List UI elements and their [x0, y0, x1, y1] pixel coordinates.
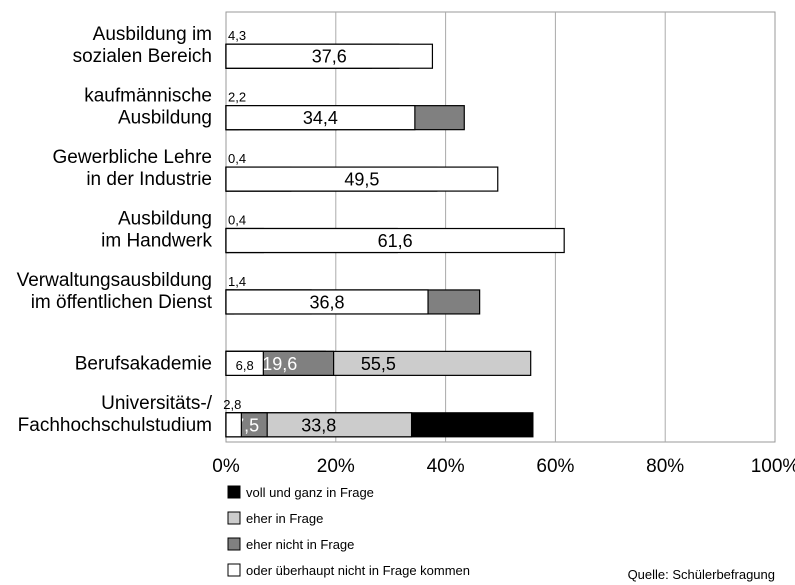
bar-segment [225, 43, 434, 69]
data-label: 4,3 [228, 28, 246, 43]
category-label: Berufsakademie [75, 353, 212, 374]
data-label: 2,8 [223, 397, 241, 412]
category-label: kaufmännische [84, 86, 212, 107]
x-tick-label: 0% [212, 456, 240, 477]
bar-segment [225, 350, 264, 376]
data-label: 33,8 [301, 415, 336, 435]
legend-label: eher in Frage [246, 511, 323, 526]
category-label: Ausbildung im [93, 24, 212, 45]
data-label: 34,4 [303, 108, 338, 128]
bar-segment [225, 105, 416, 131]
legend-swatch [227, 563, 241, 577]
bar-segment [225, 166, 499, 192]
category-label: Verwaltungsausbildung [17, 270, 212, 291]
category-label: Fachhochschulstudium [18, 415, 212, 436]
category-label: Universitäts-/ [101, 393, 213, 414]
legend-label: eher nicht in Frage [246, 537, 354, 552]
data-label: 55,5 [361, 354, 396, 374]
bar-segment [225, 289, 429, 315]
x-axis-ticks: 0% 20% 40% 60% 80% 100% [212, 456, 795, 477]
legend: voll und ganz in Frage eher in Frage eher … [227, 485, 470, 578]
x-tick-label: 20% [317, 456, 355, 477]
data-label: 49,5 [344, 170, 379, 190]
bar-segment [225, 412, 242, 438]
category-label: in der Industrie [86, 169, 212, 190]
legend-swatch [227, 485, 241, 499]
grid [225, 11, 776, 443]
data-label: 6,8 [236, 358, 254, 373]
x-tick-label: 100% [751, 456, 795, 477]
legend-label: voll und ganz in Frage [246, 485, 374, 500]
category-label: im Handwerk [101, 231, 212, 252]
bar-segment [225, 227, 565, 254]
category-label: Ausbildung [118, 108, 212, 129]
x-tick-label: 40% [427, 456, 465, 477]
legend-label: oder überhaupt nicht in Frage kommen [246, 563, 470, 578]
legend-swatch [227, 537, 241, 551]
data-label: 1,4 [228, 274, 246, 289]
category-label: im öffentlichen Dienst [31, 292, 213, 313]
data-label: 0,4 [228, 151, 246, 166]
source-note: Quelle: Schülerbefragung [628, 567, 775, 582]
plot-frame [225, 11, 776, 443]
bars: 4,326,531,537,62,220,143,434,40,411,838,… [223, 28, 565, 438]
data-label: 61,6 [378, 231, 413, 251]
category-label: Ausbildung [118, 209, 212, 230]
data-label: 0,4 [228, 213, 246, 228]
x-tick-label: 80% [646, 456, 684, 477]
category-label: Gewerbliche Lehre [53, 147, 212, 168]
data-label: 37,6 [312, 47, 347, 67]
legend-swatch [227, 511, 241, 525]
data-label: 36,8 [309, 292, 344, 312]
data-label: 19,6 [262, 354, 297, 374]
category-label: sozialen Bereich [73, 46, 212, 67]
x-tick-label: 60% [536, 456, 574, 477]
data-label: 2,2 [228, 90, 246, 105]
